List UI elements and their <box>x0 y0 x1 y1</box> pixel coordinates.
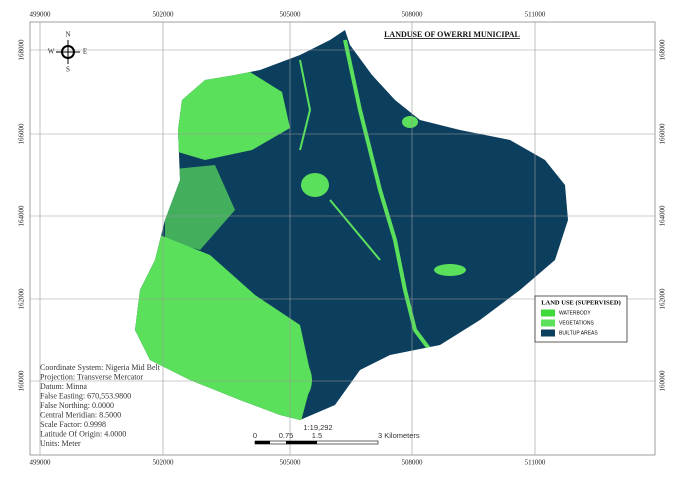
map-info: Coordinate System: Nigeria Mid BeltProje… <box>40 363 161 448</box>
north-label: N <box>65 31 70 39</box>
legend-swatch <box>541 309 555 317</box>
y-coordinate-label: 160000 <box>659 370 667 392</box>
y-coordinate-label: 160000 <box>18 370 26 392</box>
map-title: LANDUSE OF OWERRI MUNICIPAL <box>384 30 520 39</box>
x-coordinate-label: 511000 <box>525 459 546 467</box>
y-coordinate-label: 166000 <box>18 123 26 145</box>
legend-label: VEGETATIONS <box>559 320 594 326</box>
y-coordinate-label: 162000 <box>18 288 26 310</box>
scale-label: 0.75 <box>279 431 294 440</box>
west-label: W <box>48 48 55 56</box>
scale-ratio: 1:19,292 <box>303 423 332 432</box>
info-line: Projection: Transverse Mercator <box>40 373 143 382</box>
legend: LAND USE (SUPERVISED) WATERBODY VEGETATIO… <box>534 295 628 343</box>
scale-bar: 1:19,292 0 0.75 1.5 3 Kilometers <box>253 423 420 445</box>
info-line: Scale Factor: 0.9998 <box>40 420 106 429</box>
y-coordinate-label: 168000 <box>659 39 667 61</box>
legend-label: WATERBODY <box>559 310 591 316</box>
x-coordinate-label: 505000 <box>280 459 302 467</box>
x-coordinate-label: 511000 <box>525 11 546 19</box>
x-coordinate-label: 502000 <box>153 459 175 467</box>
y-coordinate-label: 162000 <box>659 288 667 310</box>
south-label: S <box>66 66 70 74</box>
legend-swatch <box>541 319 555 327</box>
scale-label: 1.5 <box>312 431 322 440</box>
x-coordinate-label: 502000 <box>153 11 175 19</box>
info-line: Latitude Of Origin: 4.0000 <box>40 430 126 439</box>
info-line: False Easting: 670,553.9800 <box>40 392 131 401</box>
info-line: False Northing: 0.0000 <box>40 401 114 410</box>
x-coordinate-label: 499000 <box>30 11 52 19</box>
legend-label: BUILTUP AREAS <box>559 330 598 336</box>
x-coordinate-label: 508000 <box>402 459 424 467</box>
legend-title: LAND USE (SUPERVISED) <box>541 299 621 306</box>
scale-label: 0 <box>253 431 257 440</box>
legend-swatch <box>541 329 555 337</box>
info-line: Coordinate System: Nigeria Mid Belt <box>40 363 161 372</box>
y-coordinate-label: 164000 <box>18 205 26 227</box>
x-coordinate-label: 505000 <box>280 11 302 19</box>
north-arrow: N S E W <box>48 31 87 74</box>
info-line: Datum: Minna <box>40 382 87 391</box>
x-coordinate-label: 508000 <box>402 11 424 19</box>
info-line: Units: Meter <box>40 439 81 448</box>
scale-label: 3 Kilometers <box>378 431 420 440</box>
x-coordinate-label: 499000 <box>30 459 52 467</box>
y-coordinate-label: 164000 <box>659 205 667 227</box>
info-line: Central Meridian: 8.5000 <box>40 411 121 420</box>
east-label: E <box>83 48 87 56</box>
y-coordinate-label: 168000 <box>18 39 26 61</box>
y-coordinate-label: 166000 <box>659 123 667 145</box>
